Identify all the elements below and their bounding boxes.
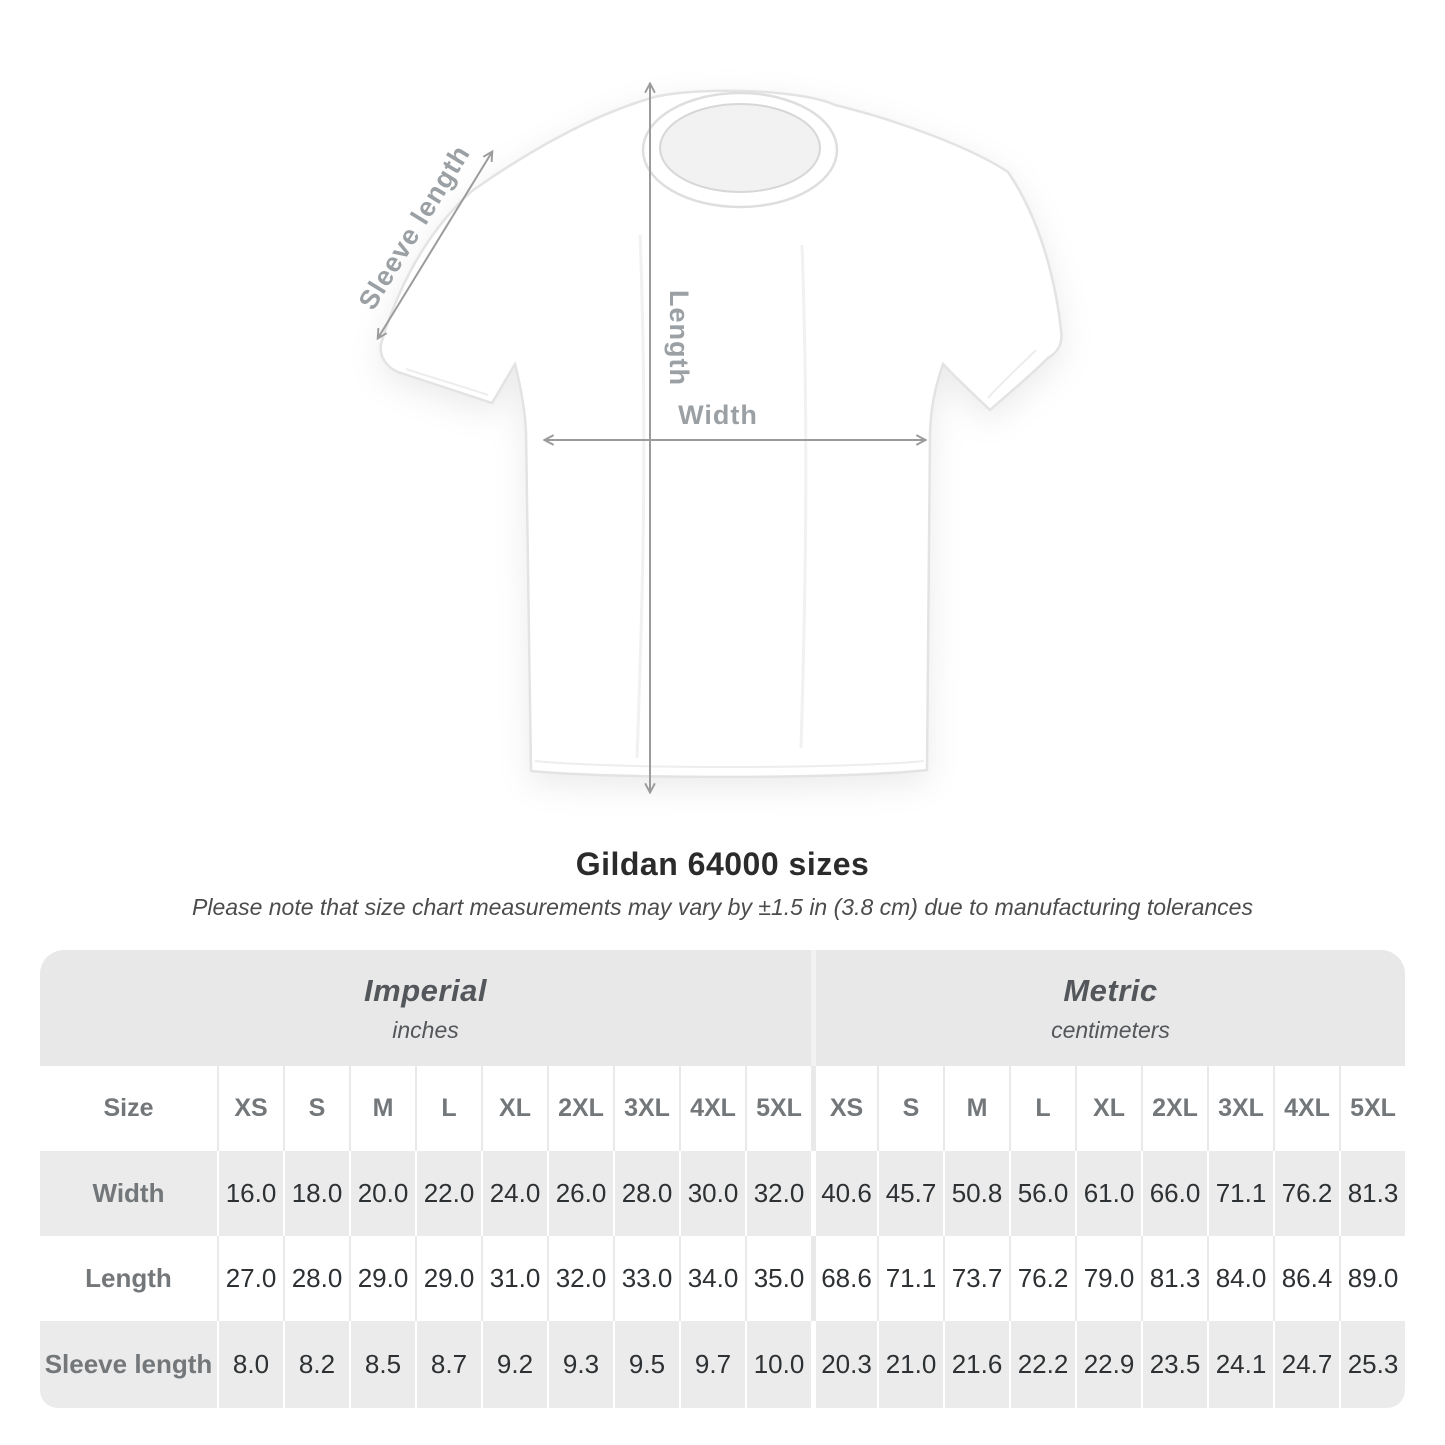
imperial-value: 16.0: [217, 1151, 283, 1236]
metric-size-header: L: [1009, 1066, 1075, 1151]
metric-value: 25.3: [1339, 1321, 1405, 1408]
collar-opening: [659, 103, 821, 193]
metric-value: 20.3: [811, 1321, 877, 1408]
metric-value: 22.2: [1009, 1321, 1075, 1408]
imperial-value: 33.0: [613, 1236, 679, 1321]
imperial-value: 32.0: [547, 1236, 613, 1321]
metric-value: 24.1: [1207, 1321, 1273, 1408]
metric-value: 21.0: [877, 1321, 943, 1408]
imperial-value: 9.2: [481, 1321, 547, 1408]
imperial-value: 32.0: [745, 1151, 811, 1236]
length-label: Length: [664, 290, 694, 386]
imperial-size-header: 3XL: [613, 1066, 679, 1151]
tshirt-silhouette: [379, 89, 1063, 779]
metric-value: 71.1: [877, 1236, 943, 1321]
size-table: Imperial inches Metric centimeters Size X…: [40, 950, 1405, 1408]
metric-value: 76.2: [1009, 1236, 1075, 1321]
sleeve-length-arrow: [378, 152, 492, 338]
imperial-unit: inches: [392, 1016, 459, 1043]
metric-size-header: 5XL: [1339, 1066, 1405, 1151]
sleeve-seam: [405, 368, 489, 396]
metric-label: Metric: [1063, 972, 1158, 1008]
metric-size-header: XL: [1075, 1066, 1141, 1151]
imperial-value: 8.7: [415, 1321, 481, 1408]
imperial-size-header: L: [415, 1066, 481, 1151]
imperial-group-header: Imperial inches: [40, 950, 811, 1066]
imperial-size-header: 2XL: [547, 1066, 613, 1151]
row-label: Width: [40, 1151, 217, 1236]
metric-value: 71.1: [1207, 1151, 1273, 1236]
sleeve-seam: [987, 349, 1037, 399]
width-label: Width: [678, 400, 758, 430]
imperial-value: 8.0: [217, 1321, 283, 1408]
imperial-value: 28.0: [283, 1236, 349, 1321]
metric-unit: centimeters: [1051, 1016, 1170, 1043]
metric-value: 22.9: [1075, 1321, 1141, 1408]
metric-value: 23.5: [1141, 1321, 1207, 1408]
imperial-value: 31.0: [481, 1236, 547, 1321]
imperial-size-header: 5XL: [745, 1066, 811, 1151]
metric-size-header: M: [943, 1066, 1009, 1151]
imperial-value: 34.0: [679, 1236, 745, 1321]
metric-value: 61.0: [1075, 1151, 1141, 1236]
metric-value: 66.0: [1141, 1151, 1207, 1236]
imperial-value: 27.0: [217, 1236, 283, 1321]
imperial-value: 30.0: [679, 1151, 745, 1236]
metric-value: 89.0: [1339, 1236, 1405, 1321]
metric-value: 45.7: [877, 1151, 943, 1236]
imperial-value: 9.5: [613, 1321, 679, 1408]
metric-value: 81.3: [1141, 1236, 1207, 1321]
imperial-value: 24.0: [481, 1151, 547, 1236]
hem-seam: [534, 760, 925, 768]
metric-size-header: 3XL: [1207, 1066, 1273, 1151]
metric-value: 40.6: [811, 1151, 877, 1236]
imperial-size-header: M: [349, 1066, 415, 1151]
imperial-value: 18.0: [283, 1151, 349, 1236]
imperial-size-header: XS: [217, 1066, 283, 1151]
imperial-size-header: S: [283, 1066, 349, 1151]
page-title: Gildan 64000 sizes: [575, 846, 870, 882]
imperial-size-header: XL: [481, 1066, 547, 1151]
imperial-value: 35.0: [745, 1236, 811, 1321]
imperial-value: 8.5: [349, 1321, 415, 1408]
tshirt-graphic: Sleeve length Length Width: [353, 60, 1063, 830]
imperial-value: 8.2: [283, 1321, 349, 1408]
imperial-value: 22.0: [415, 1151, 481, 1236]
metric-value: 24.7: [1273, 1321, 1339, 1408]
metric-value: 68.6: [811, 1236, 877, 1321]
imperial-value: 29.0: [415, 1236, 481, 1321]
tshirt-diagram: Sleeve length Length Width: [330, 60, 1090, 830]
metric-value: 86.4: [1273, 1236, 1339, 1321]
metric-value: 73.7: [943, 1236, 1009, 1321]
imperial-value: 9.7: [679, 1321, 745, 1408]
metric-value: 79.0: [1075, 1236, 1141, 1321]
metric-size-header: 4XL: [1273, 1066, 1339, 1151]
imperial-value: 9.3: [547, 1321, 613, 1408]
row-label: Sleeve length: [40, 1321, 217, 1408]
imperial-size-header: 4XL: [679, 1066, 745, 1151]
metric-value: 84.0: [1207, 1236, 1273, 1321]
metric-value: 81.3: [1339, 1151, 1405, 1236]
imperial-value: 26.0: [547, 1151, 613, 1236]
imperial-value: 29.0: [349, 1236, 415, 1321]
imperial-value: 10.0: [745, 1321, 811, 1408]
metric-value: 76.2: [1273, 1151, 1339, 1236]
metric-size-header: 2XL: [1141, 1066, 1207, 1151]
metric-value: 56.0: [1009, 1151, 1075, 1236]
tolerance-note: Please note that size chart measurements…: [192, 894, 1253, 920]
metric-size-header: S: [877, 1066, 943, 1151]
imperial-value: 20.0: [349, 1151, 415, 1236]
metric-group-header: Metric centimeters: [811, 950, 1405, 1066]
metric-value: 21.6: [943, 1321, 1009, 1408]
metric-value: 50.8: [943, 1151, 1009, 1236]
metric-size-header: XS: [811, 1066, 877, 1151]
imperial-label: Imperial: [364, 972, 487, 1008]
size-corner-header: Size: [40, 1066, 217, 1151]
fabric-crease: [799, 244, 808, 749]
imperial-value: 28.0: [613, 1151, 679, 1236]
row-label: Length: [40, 1236, 217, 1321]
fabric-crease: [635, 234, 646, 759]
